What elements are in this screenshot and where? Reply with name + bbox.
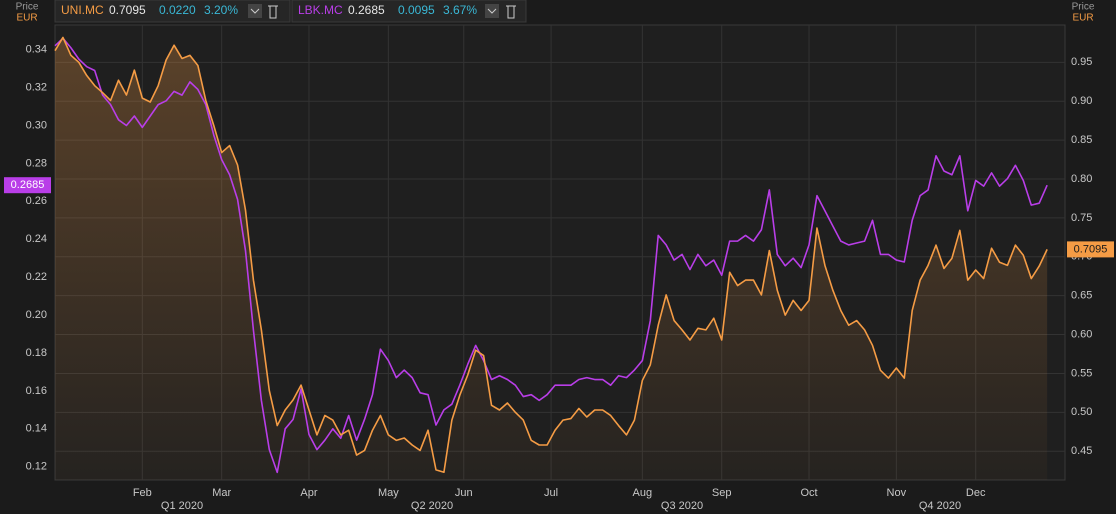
legend-box [291,0,527,23]
area [55,37,1048,480]
y2-tick-label: 0.80 [1071,173,1092,185]
y2-tick-label: 0.55 [1071,367,1092,379]
dropdown-button[interactable] [485,4,499,18]
y2-tick-label: 0.60 [1071,328,1092,340]
y2-tick-label: 0.85 [1071,134,1092,146]
marks [54,36,1048,480]
y-tick-label: 0.26 [26,195,47,207]
y-tick-label: 0.24 [26,233,47,245]
last-value-tag [4,177,51,194]
y-tick-label: 0.16 [26,385,47,397]
y-tick-label: 0.20 [26,309,47,321]
y2-tick-label: 0.90 [1071,95,1092,107]
legend-name: UNI.MC [61,3,104,17]
y2-tick-label: 0.45 [1071,445,1092,457]
dropdown-icon [487,8,497,14]
legend-name: LBK.MC [298,3,343,17]
quarter-label: Q2 2020 [411,500,453,512]
x-tick-label: Jul [544,487,558,499]
x-tick-label: Sep [712,487,732,499]
x-tick-label: Aug [633,487,653,499]
x-tick-label: Feb [133,487,152,499]
legend-change: 0.0095 [398,3,435,17]
delete-button[interactable] [268,5,278,19]
y-tick-label: 0.14 [26,423,47,435]
y2-tick-label: 0.65 [1071,290,1092,302]
y-tick-label: 0.12 [26,461,47,473]
dropdown-button[interactable] [248,4,262,18]
y2-tick-label: 0.50 [1071,406,1092,418]
x-tick-label: Dec [966,487,986,499]
y2-tick-label: 0.75 [1071,212,1092,224]
x-tick-label: Mar [212,487,231,499]
legend-last: 0.7095 [109,3,146,17]
x-tick-label: Oct [800,487,817,499]
quarter-label: Q4 2020 [919,500,961,512]
axes: 0.12 0.14 0.16 0.18 0.20 0.22 0.24 0.26 0.28 0.30… [4,44,1114,512]
y-tick-label: 0.34 [26,44,47,56]
legend-change-pct: 3.20% [204,3,238,17]
y-tick-label: 0.22 [26,271,47,283]
delete-button[interactable] [506,5,516,19]
last-value-label: 0.7095 [1074,243,1108,255]
x-tick-label: Apr [300,487,317,499]
x-tick-label: Nov [887,487,907,499]
y-tick-label: 0.30 [26,119,47,131]
line [54,36,1048,474]
y-axis-title: Price [16,2,39,13]
quarter-label: Q3 2020 [661,500,703,512]
y2-axis-title: Price [1072,2,1095,13]
last-value-label: 0.2685 [11,179,45,191]
y-tick-label: 0.18 [26,347,47,359]
x-tick-label: May [378,487,399,499]
legend-box [54,0,291,23]
legend-change-pct: 3.67% [443,3,477,17]
y2-tick-label: 0.95 [1071,56,1092,68]
y-tick-label: 0.28 [26,157,47,169]
x-tick-label: Jun [455,487,473,499]
line [54,37,1048,474]
dropdown-icon [250,8,260,14]
quarter-label: Q1 2020 [161,500,203,512]
last-value-tag [1067,241,1114,258]
legend-last: 0.2685 [348,3,385,17]
y2-axis-unit: EUR [1072,13,1093,24]
legend-change: 0.0220 [159,3,196,17]
y-axis-unit: EUR [16,13,37,24]
y-tick-label: 0.32 [26,81,47,93]
legend: UNI.MC 0.7095 0.0220 3.20% LBK.MC 0.2685… [54,0,527,23]
